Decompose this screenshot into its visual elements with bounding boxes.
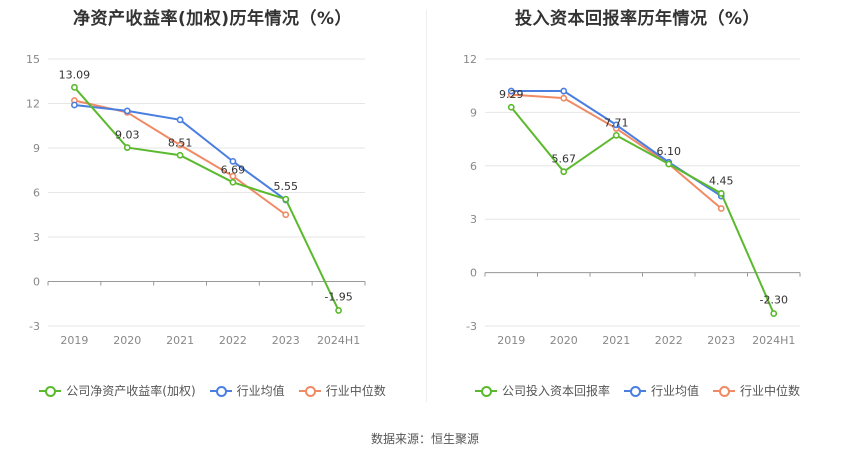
x-tick-label: 2019 — [497, 334, 525, 347]
legend-line-marker-icon — [713, 385, 735, 397]
data-label: 6.10 — [657, 145, 682, 158]
legend-label: 公司净资产收益率(加权) — [66, 384, 196, 398]
data-point — [229, 178, 237, 186]
data-point — [123, 107, 131, 115]
data-label: 6.69 — [221, 163, 246, 176]
chart-title: 净资产收益率(加权)历年情况（%） — [72, 9, 353, 29]
legend-label: 行业中位数 — [740, 384, 801, 398]
y-tick-label: 0 — [470, 267, 477, 280]
data-label: 9.03 — [115, 129, 140, 142]
data-point — [560, 94, 568, 102]
data-point — [282, 195, 290, 203]
x-tick-label: 2019 — [60, 334, 88, 347]
x-tick-label: 2023 — [272, 334, 300, 347]
y-tick-label: -3 — [466, 320, 477, 333]
data-label: 8.51 — [168, 136, 193, 149]
roe-legend: 公司净资产收益率(加权) 行业均值 行业中位数 — [0, 382, 425, 399]
data-point — [176, 116, 184, 124]
legend-line-marker-icon — [623, 385, 646, 397]
data-point — [770, 310, 778, 317]
data-label: 13.09 — [59, 68, 91, 81]
data-point — [282, 211, 290, 219]
x-tick-label: 2024H1 — [752, 334, 795, 347]
x-tick-label: 2021 — [602, 334, 630, 347]
x-tick-label: 2020 — [113, 334, 141, 347]
legend-line-marker-icon — [209, 385, 232, 397]
y-tick-label: 12 — [463, 53, 477, 66]
data-label: 9.29 — [499, 88, 524, 101]
roic-legend: 公司投入资本回报率 行业均值 行业中位数 — [425, 382, 850, 399]
x-tick-label: 2022 — [219, 334, 247, 347]
data-label: 7.71 — [604, 116, 629, 129]
y-tick-label: 3 — [470, 213, 477, 226]
data-label: 5.55 — [274, 180, 299, 193]
x-tick-label: 2020 — [550, 334, 578, 347]
data-point — [123, 144, 131, 151]
x-tick-label: 2021 — [166, 334, 194, 347]
x-tick-label: 2024H1 — [317, 334, 360, 347]
roic-chart-panel: 投入资本回报率历年情况（%） -3 0 3 6 9 12 2019 2020 2021 2022 2… — [425, 0, 850, 410]
data-label: 5.67 — [552, 153, 577, 166]
series-line — [511, 93, 722, 210]
legend-item[interactable]: 行业均值 — [209, 382, 285, 399]
y-tick-label: 0 — [33, 276, 40, 289]
data-point — [335, 307, 342, 314]
data-label: 4.45 — [709, 174, 734, 187]
data-point — [229, 157, 237, 165]
data-point — [717, 189, 725, 197]
y-tick-label: 6 — [470, 160, 477, 173]
y-tick-label: 15 — [26, 53, 40, 66]
roe-chart-panel: 净资产收益率(加权)历年情况（%） -3 0 3 6 9 12 15 2019 2020 2021… — [0, 0, 425, 410]
data-point — [71, 83, 78, 91]
legend-item[interactable]: 公司净资产收益率(加权) — [39, 382, 196, 399]
data-point — [560, 87, 568, 95]
data-point — [507, 87, 515, 95]
data-point — [507, 103, 515, 111]
legend-label: 公司投入资本回报率 — [501, 384, 610, 398]
legend-label: 行业均值 — [236, 384, 285, 398]
x-tick-label: 2022 — [655, 334, 683, 347]
legend-line-marker-icon — [474, 385, 497, 397]
series-line — [510, 106, 775, 314]
y-tick-label: 9 — [33, 142, 40, 155]
data-label: -1.95 — [324, 290, 352, 303]
roic-line-chart: -3 0 3 6 9 12 2019 2020 2021 2022 2023 2024H1 9.29 5.… — [463, 53, 801, 347]
legend-label: 行业均值 — [650, 384, 699, 398]
legend-label: 行业中位数 — [325, 384, 386, 398]
legend-item[interactable]: 公司投入资本回报率 — [474, 382, 610, 399]
y-tick-label: 9 — [470, 106, 477, 119]
y-tick-label: 12 — [26, 98, 40, 111]
series-line — [73, 86, 340, 311]
legend-item[interactable]: 行业均值 — [623, 382, 699, 399]
data-point — [176, 141, 184, 149]
data-point — [71, 101, 78, 109]
data-point — [665, 160, 673, 168]
legend-line-marker-icon — [298, 385, 321, 397]
data-point — [612, 131, 620, 139]
panel-divider — [426, 10, 427, 402]
data-label: -2.30 — [760, 294, 788, 307]
legend-item[interactable]: 行业中位数 — [713, 382, 800, 399]
y-tick-label: 6 — [33, 187, 40, 200]
series-line — [511, 90, 722, 197]
x-tick-label: 2023 — [707, 334, 735, 347]
data-point — [176, 151, 184, 159]
data-point — [229, 172, 237, 180]
y-tick-label: 3 — [33, 231, 40, 244]
data-point — [612, 121, 620, 129]
legend-item[interactable]: 行业中位数 — [298, 382, 386, 399]
legend-line-marker-icon — [39, 385, 62, 397]
data-point — [717, 205, 725, 212]
data-point — [560, 168, 568, 176]
y-tick-label: -3 — [29, 320, 40, 333]
chart-title: 投入资本回报率历年情况（%） — [514, 9, 761, 29]
data-source-note: 数据来源：恒生聚源 — [370, 432, 479, 446]
roe-line-chart: -3 0 3 6 9 12 15 2019 2020 2021 2022 2023 2024H1 13.0… — [26, 53, 366, 347]
